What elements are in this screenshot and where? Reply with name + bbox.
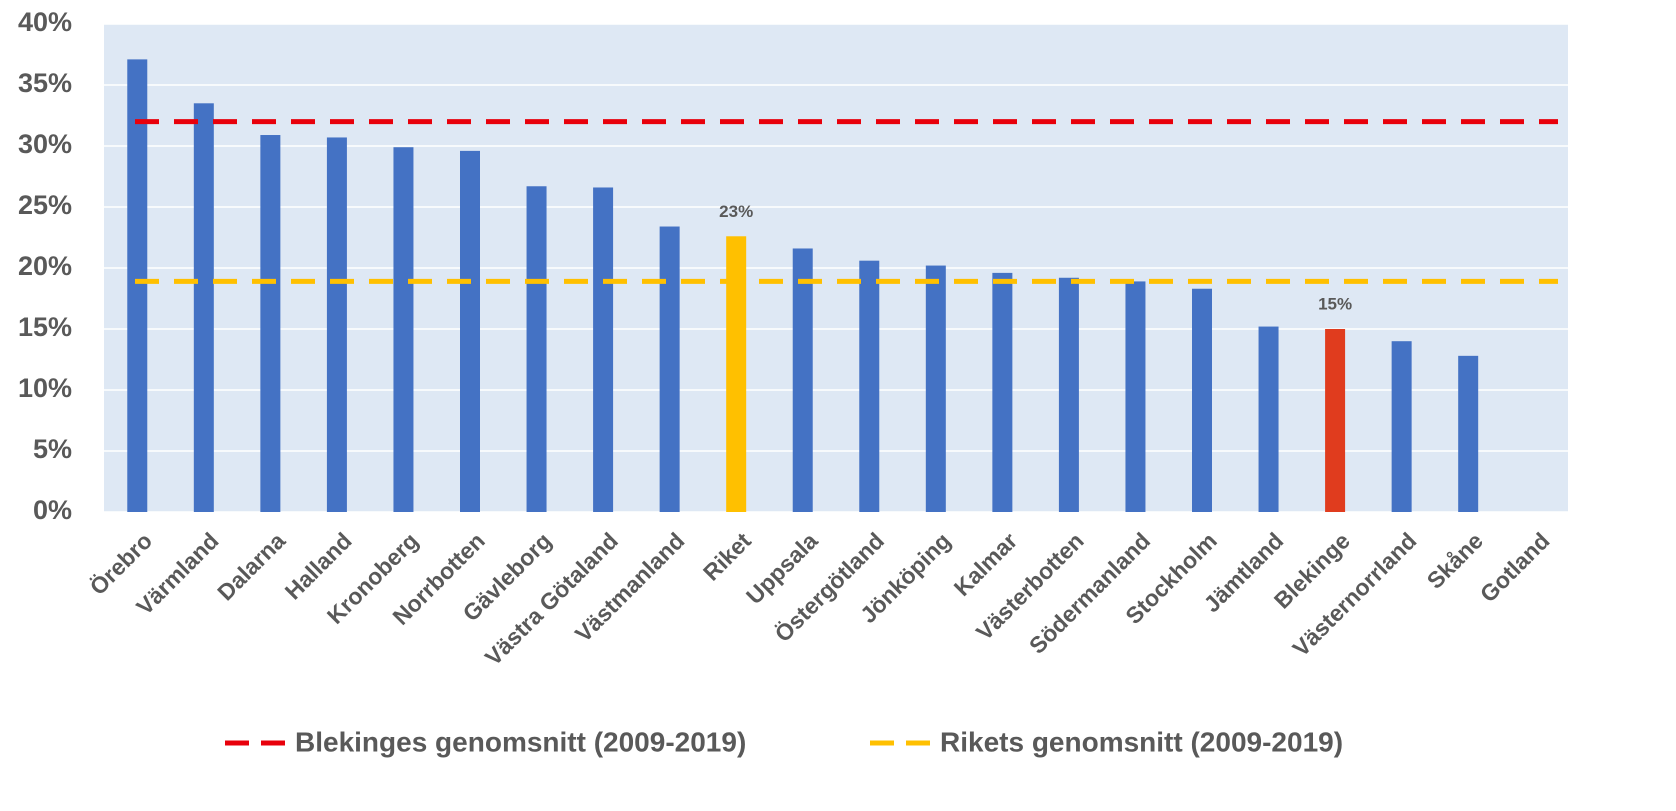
bar: [393, 147, 414, 512]
bar: [925, 265, 946, 512]
bar: [127, 59, 148, 512]
bar: [260, 135, 281, 512]
bar: [326, 137, 347, 512]
x-tick-label: Riket: [698, 527, 756, 585]
x-tick-label: Skåne: [1422, 527, 1488, 593]
bar: [1325, 329, 1346, 512]
y-tick-label: 40%: [18, 7, 72, 37]
y-tick-label: 15%: [18, 312, 72, 342]
value-label: 15%: [1318, 294, 1352, 313]
bar: [792, 248, 813, 513]
y-tick-label: 25%: [18, 190, 72, 220]
bar: [1258, 326, 1279, 512]
bar: [859, 260, 880, 512]
bar: [1125, 281, 1146, 512]
bar: [1058, 277, 1079, 512]
bar: [593, 187, 614, 513]
x-tick-label: Västernorrland: [1287, 527, 1421, 661]
x-tick-label: Södermanland: [1024, 527, 1155, 658]
y-tick-label: 10%: [18, 373, 72, 403]
legend-label: Rikets genomsnitt (2009-2019): [940, 726, 1343, 757]
bar: [1458, 355, 1479, 512]
bar: [1391, 341, 1412, 512]
x-tick-label: Gotland: [1475, 527, 1555, 607]
bar: [659, 226, 680, 512]
y-tick-label: 0%: [33, 495, 72, 525]
x-tick-label: Dalarna: [212, 527, 290, 605]
bar: [992, 272, 1013, 512]
bar: [193, 103, 214, 513]
bar: [526, 186, 547, 512]
bar: [1192, 288, 1212, 512]
bar: [726, 236, 747, 512]
y-tick-label: 20%: [18, 251, 72, 281]
y-tick-label: 35%: [18, 68, 72, 98]
bar: [460, 150, 480, 512]
value-label: 23%: [719, 202, 753, 221]
legend-label: Blekinges genomsnitt (2009-2019): [295, 726, 746, 757]
y-tick-label: 5%: [33, 434, 72, 464]
y-tick-label: 30%: [18, 129, 72, 159]
